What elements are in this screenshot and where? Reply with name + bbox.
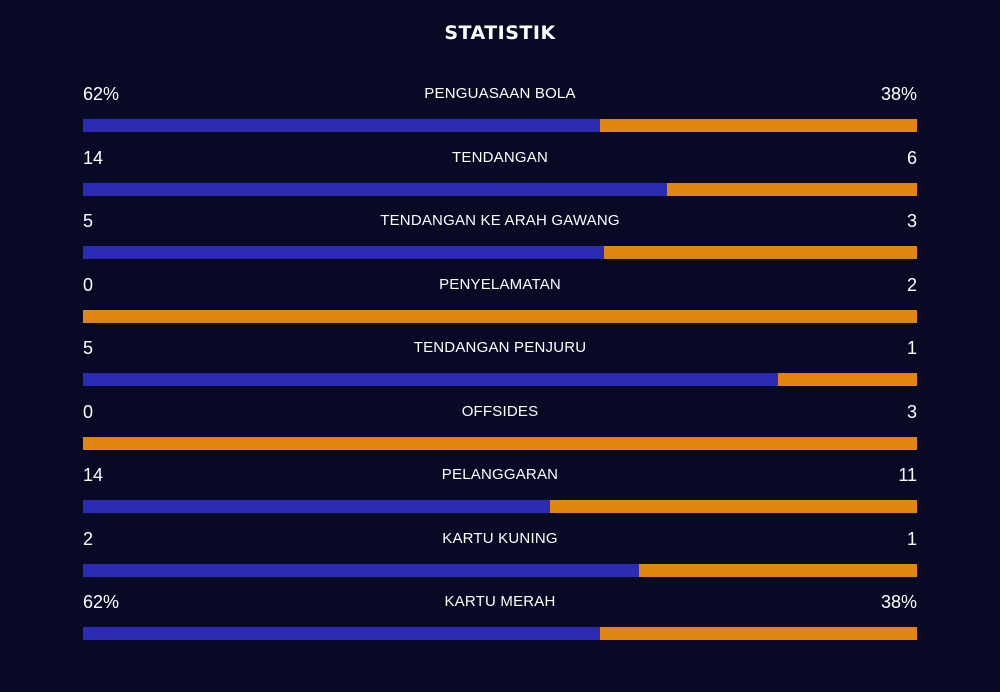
home-value: 5 (83, 338, 94, 358)
comparison-bar (83, 119, 917, 132)
stat-row-tendangan-penjuru: 5 TENDANGAN PENJURU 1 (83, 336, 917, 400)
home-value: 2 (83, 528, 94, 549)
home-value: 14 (83, 465, 104, 485)
home-bar-fill (83, 246, 605, 259)
comparison-bar (83, 627, 917, 640)
comparison-bar (83, 309, 917, 323)
stat-label: PENYELAMATAN (439, 275, 561, 293)
away-value: 2 (906, 274, 917, 295)
home-bar-fill (83, 563, 640, 577)
page-title: STATISTIK (444, 22, 556, 44)
away-value: 6 (906, 147, 917, 168)
comparison-bar (83, 373, 917, 386)
stat-label: PELANGGARAN (441, 466, 559, 483)
comparison-bar (83, 436, 917, 450)
away-bar-fill (604, 246, 917, 259)
stats-list: 62% PENGUASAAN BOLA 38% 14 TENDANGAN 6 (83, 82, 917, 654)
away-value: 38% (880, 592, 917, 612)
away-bar-fill (83, 309, 917, 323)
away-bar-fill (83, 436, 917, 450)
home-bar-fill (83, 373, 778, 386)
comparison-bar (83, 563, 917, 577)
home-bar-fill (83, 627, 601, 640)
home-value: 62% (83, 592, 120, 612)
home-value: 62% (83, 84, 120, 104)
stat-row-tendangan-ke-arah-gawang: 5 TENDANGAN KE ARAH GAWANG 3 (83, 209, 917, 273)
comparison-bar (83, 182, 917, 196)
away-value: 1 (906, 338, 917, 358)
stat-label: TENDANGAN (452, 148, 548, 166)
stat-label: TENDANGAN KE ARAH GAWANG (380, 212, 620, 229)
stat-label: PENGUASAAN BOLA (424, 85, 576, 102)
stat-row-penguasaan-bola: 62% PENGUASAAN BOLA 38% (83, 82, 917, 146)
home-value: 0 (83, 274, 94, 295)
stat-label: OFFSIDES (461, 402, 539, 420)
away-bar-fill (777, 373, 917, 386)
away-value: 38% (880, 84, 917, 104)
stat-label: KARTU KUNING (442, 529, 558, 547)
stat-label: TENDANGAN PENJURU (413, 339, 587, 356)
stat-row-offsides: 0 OFFSIDES 3 (83, 400, 917, 464)
away-value: 1 (906, 528, 917, 549)
away-bar-fill (600, 119, 917, 132)
away-bar-fill (639, 563, 917, 577)
home-value: 5 (83, 211, 94, 231)
home-value: 0 (83, 401, 94, 422)
away-bar-fill (550, 500, 917, 513)
stat-row-kartu-kuning: 2 KARTU KUNING 1 (83, 527, 917, 591)
away-value: 3 (906, 211, 917, 231)
home-bar-fill (83, 500, 551, 513)
away-value: 11 (898, 465, 917, 485)
comparison-bar (83, 500, 917, 513)
stat-row-pelanggaran: 14 PELANGGARAN 11 (83, 463, 917, 527)
comparison-bar (83, 246, 917, 259)
away-bar-fill (600, 627, 917, 640)
away-bar-fill (666, 182, 917, 196)
home-bar-fill (83, 119, 601, 132)
home-value: 14 (83, 147, 104, 168)
stat-row-kartu-merah: 62% KARTU MERAH 38% (83, 590, 917, 654)
home-bar-fill (83, 182, 667, 196)
away-value: 3 (906, 401, 917, 422)
stat-row-tendangan: 14 TENDANGAN 6 (83, 146, 917, 210)
stat-row-penyelamatan: 0 PENYELAMATAN 2 (83, 273, 917, 337)
stat-label: KARTU MERAH (444, 593, 556, 610)
